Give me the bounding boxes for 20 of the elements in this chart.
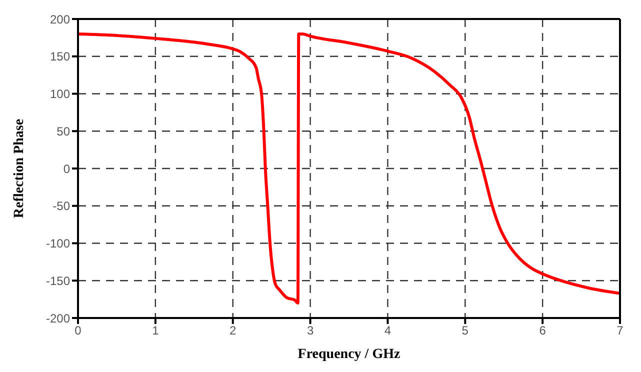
y-tick-label: -200: [46, 311, 70, 326]
line-series: [78, 32, 620, 305]
y-tick-label: 0: [63, 162, 70, 176]
y-tick-label: -50: [52, 199, 70, 214]
x-tick-label: 6: [539, 324, 546, 338]
y-tick-label: -150: [46, 274, 70, 288]
x-tick-label: 3: [306, 324, 314, 338]
y-tick-label: 50: [56, 124, 70, 138]
x-tick-label: 7: [616, 324, 624, 338]
y-tick-label: 200: [50, 12, 70, 26]
x-tick-label: 1: [152, 324, 160, 338]
x-axis-title: Frequency / GHz: [298, 347, 400, 362]
x-tick-label: 4: [384, 324, 392, 338]
y-axis-title: Reflection Phase: [12, 118, 27, 218]
y-tick-label: -100: [46, 236, 70, 251]
x-tick-label: 2: [230, 324, 237, 338]
y-tick-label: 150: [50, 50, 70, 64]
y-tick-label: 100: [50, 87, 70, 102]
x-tick-label: 5: [462, 324, 469, 338]
x-tick-label: 0: [74, 324, 82, 338]
